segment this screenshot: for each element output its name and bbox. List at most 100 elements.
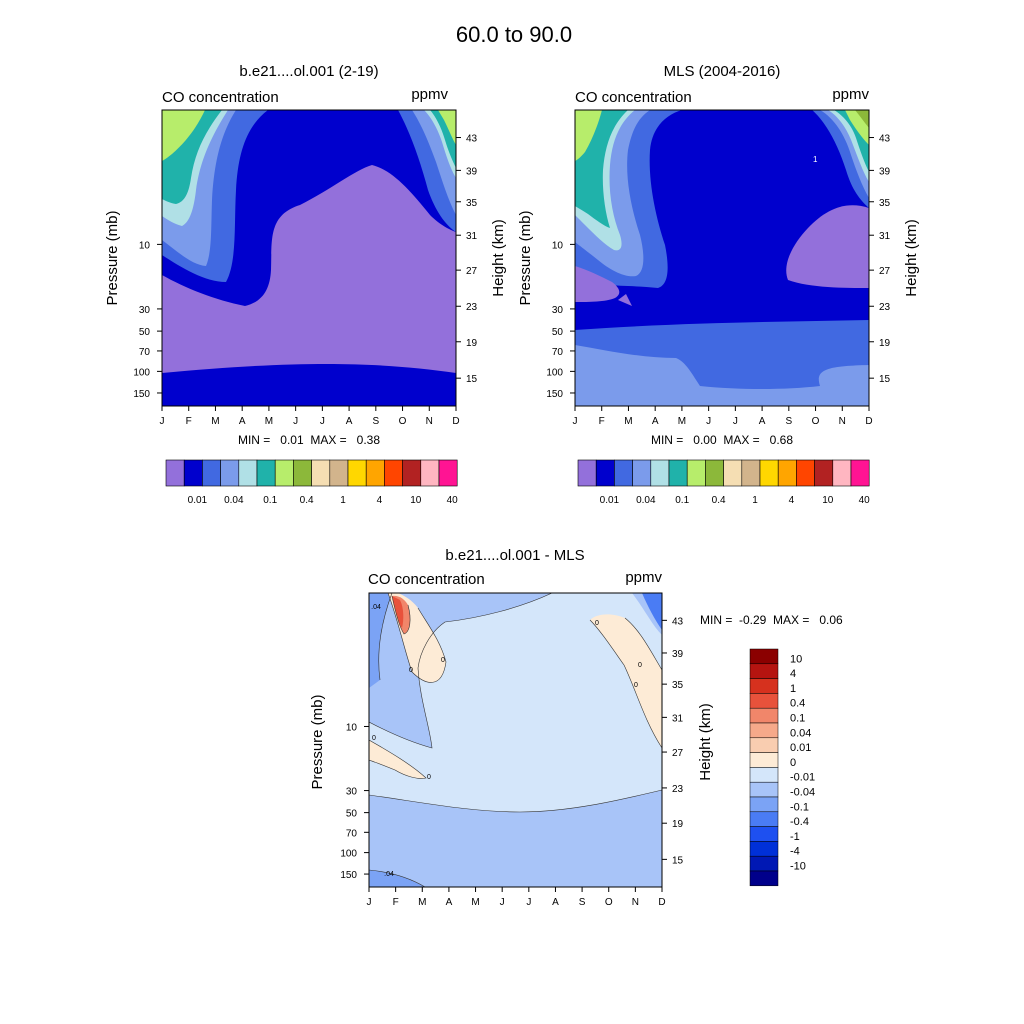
x-tick-label: A [346,416,353,427]
height-tick-label: 27 [466,266,478,277]
colorbar-label: 0.4 [712,495,726,506]
height-tick-label: 31 [672,713,684,724]
y-tick-label: 100 [340,849,357,860]
height-tick-label: 15 [466,374,478,385]
height-tick-label: 23 [466,302,478,313]
contour-value-label: 0 [441,657,445,664]
panel-diff-contour-labels: .04 .04 0 0 0 0 0 0 0 [371,604,642,878]
y-tick-label: 50 [552,327,564,338]
x-tick-label: J [160,416,165,427]
colorbar-label: 0.01 [790,742,811,754]
figure-title: 60.0 to 90.0 [456,22,572,47]
colorbar-label: 1 [790,683,796,695]
panel-diff-contours [369,593,662,887]
x-tick-label: M [624,416,632,427]
colorbar-label: 10 [822,495,834,506]
colorbar-swatch [293,459,312,487]
panel-model-title: b.e21....ol.001 (2-19) [239,63,378,80]
x-tick-label: M [418,897,426,908]
panel-obs-title: MLS (2004-2016) [664,63,781,80]
y-tick-label: 70 [139,347,151,358]
panel-diff-height-axis: 43 39 35 31 27 23 19 15 [662,616,684,866]
colorbar-swatch [705,459,724,487]
colorbar-swatch [749,811,779,827]
height-tick-label: 35 [879,198,891,209]
colorbar-label: 10 [790,653,802,665]
contour-line [378,593,393,681]
contour-band [642,593,662,630]
colorbar-label: 0.1 [675,495,689,506]
y-tick-label: 150 [546,389,563,400]
panel-model-frame [161,109,457,407]
x-tick-label: A [652,416,659,427]
contour-value-label: 0 [634,682,638,689]
height-tick-label: 35 [466,198,478,209]
contour-band [369,593,392,688]
x-tick-label: S [579,897,586,908]
panel-obs-left-label: CO concentration [575,89,692,106]
x-tick-label: J [500,897,505,908]
panel-obs-contours [575,110,869,406]
x-tick-label: N [426,416,433,427]
colorbar-swatch [220,459,240,487]
contour-value-label: .04 [371,604,381,611]
height-tick-label: 23 [879,302,891,313]
x-tick-label: J [293,416,298,427]
colorbar-label: 0.1 [263,495,277,506]
height-tick-label: 31 [466,231,478,242]
x-tick-label: O [399,416,407,427]
contour-band [855,110,869,128]
x-tick-label: M [265,416,273,427]
colorbar-swatch [274,459,294,487]
y-tick-label: 70 [552,347,564,358]
colorbar-label: 40 [859,495,871,506]
y-tick-label: 30 [139,305,151,316]
panel-model: b.e21....ol.001 (2-19) CO concentration … [104,63,507,506]
colorbar-swatch [183,459,203,487]
panel-model-units: ppmv [411,86,448,103]
x-tick-label: J [526,897,531,908]
colorbar-label: 4 [377,495,383,506]
panel-diff-frame [368,592,663,888]
colorbar-swatch [686,459,706,487]
height-tick-label: 27 [879,266,891,277]
colorbar-label: 0 [790,757,796,769]
height-tick-label: 15 [672,855,684,866]
contour-value-label: 0 [372,735,376,742]
colorbar-swatch [384,459,403,487]
panel-obs-colorbar-labels: 0.01 0.04 0.1 0.4 1 4 10 40 [600,495,871,506]
y-tick-label: 150 [133,389,150,400]
contour-band [162,165,456,373]
colorbar-swatch [723,459,743,487]
panel-obs-y-axis: 10 30 50 70 100 150 [546,240,575,400]
contour-band [162,110,205,161]
contour-band [575,266,620,302]
panel-model-contours [162,110,456,406]
colorbar-swatch [577,459,597,487]
panel-diff-left-label: CO concentration [368,571,485,588]
height-tick-label: 43 [879,134,891,145]
colorbar-swatch [814,459,834,487]
contour-line [369,869,426,887]
colorbar-swatch [595,459,615,487]
y-tick-label: 100 [546,367,563,378]
y-tick-label: 150 [340,870,357,881]
panel-obs-contour-label: 1 [813,155,818,164]
colorbar-label: 0.04 [224,495,244,506]
colorbar-label: -0.1 [790,801,809,813]
x-tick-label: A [759,416,766,427]
panel-obs-frame [574,109,870,407]
height-tick-label: 31 [879,231,891,242]
y-tick-label: 10 [346,722,358,733]
colorbar-swatch [749,722,779,739]
colorbar-label: 0.01 [188,495,208,506]
x-tick-label: N [632,897,639,908]
colorbar-label: 0.04 [636,495,656,506]
x-tick-label: D [658,897,665,908]
colorbar-label: -0.01 [790,772,815,784]
colorbar-swatch [632,459,652,487]
contour-value-label: .04 [384,871,394,878]
colorbar-swatch [311,459,331,487]
x-tick-label: O [605,897,613,908]
